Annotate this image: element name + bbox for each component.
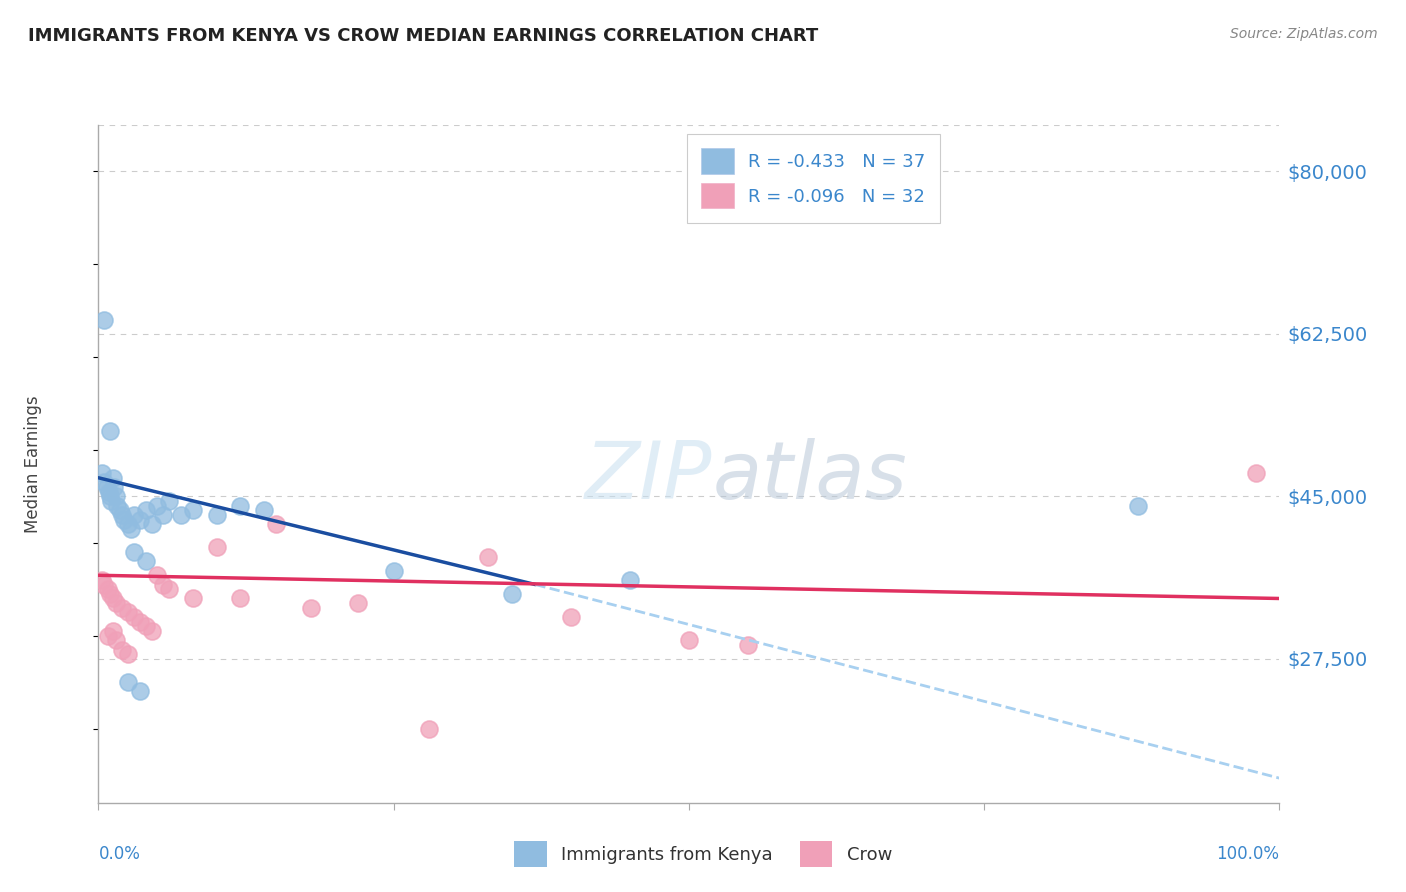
Text: IMMIGRANTS FROM KENYA VS CROW MEDIAN EARNINGS CORRELATION CHART: IMMIGRANTS FROM KENYA VS CROW MEDIAN EAR… xyxy=(28,27,818,45)
Point xyxy=(170,508,193,522)
Point xyxy=(101,591,124,606)
Point xyxy=(1126,499,1149,513)
Text: Median Earnings: Median Earnings xyxy=(24,395,42,533)
Point xyxy=(117,675,139,690)
Point xyxy=(93,577,115,591)
Point xyxy=(229,591,252,606)
Point xyxy=(93,313,115,327)
Point xyxy=(98,587,121,601)
Point xyxy=(253,503,276,517)
Point xyxy=(146,568,169,582)
Point xyxy=(135,503,157,517)
Point xyxy=(146,499,169,513)
Point xyxy=(100,494,122,508)
Point xyxy=(105,633,128,648)
Point xyxy=(117,647,139,661)
Point xyxy=(117,517,139,532)
Point xyxy=(122,610,145,624)
Text: Source: ZipAtlas.com: Source: ZipAtlas.com xyxy=(1230,27,1378,41)
Point xyxy=(418,722,440,736)
Point xyxy=(101,471,124,485)
Point xyxy=(477,549,499,564)
Point xyxy=(181,503,204,517)
Point xyxy=(347,596,370,610)
Point xyxy=(97,582,120,597)
Point xyxy=(141,624,163,638)
Point xyxy=(152,508,174,522)
Text: 0.0%: 0.0% xyxy=(98,845,141,863)
Point xyxy=(560,610,582,624)
Point xyxy=(96,480,118,494)
Point xyxy=(98,489,121,503)
Point xyxy=(121,522,143,536)
Point xyxy=(619,573,641,587)
Point xyxy=(128,615,150,629)
Point xyxy=(157,494,180,508)
Point xyxy=(101,624,124,638)
Point xyxy=(98,484,121,499)
Point xyxy=(128,684,150,698)
Point xyxy=(91,466,114,480)
Point xyxy=(135,554,157,568)
Text: atlas: atlas xyxy=(713,438,907,516)
Point xyxy=(91,573,114,587)
Point xyxy=(111,508,134,522)
Point xyxy=(111,642,134,657)
Point xyxy=(382,564,405,578)
Point xyxy=(98,425,121,439)
Point xyxy=(152,577,174,591)
Point xyxy=(205,541,228,555)
Point xyxy=(105,499,128,513)
Point xyxy=(135,619,157,633)
Point xyxy=(122,508,145,522)
Point xyxy=(105,489,128,503)
Point xyxy=(181,591,204,606)
Point xyxy=(157,582,180,597)
Point xyxy=(97,629,120,643)
Point xyxy=(117,606,139,620)
Point xyxy=(1244,466,1267,480)
Point xyxy=(112,512,135,526)
Text: ZIP: ZIP xyxy=(585,438,713,516)
Point xyxy=(111,600,134,615)
Point xyxy=(229,499,252,513)
Point xyxy=(103,480,125,494)
Point xyxy=(128,512,150,526)
Point xyxy=(678,633,700,648)
Legend: Immigrants from Kenya, Crow: Immigrants from Kenya, Crow xyxy=(506,834,900,874)
Point xyxy=(105,596,128,610)
Point xyxy=(737,638,759,652)
Text: 100.0%: 100.0% xyxy=(1216,845,1279,863)
Point xyxy=(264,517,287,532)
Point xyxy=(93,475,115,490)
Point xyxy=(501,587,523,601)
Legend: R = -0.433   N = 37, R = -0.096   N = 32: R = -0.433 N = 37, R = -0.096 N = 32 xyxy=(686,134,939,223)
Point xyxy=(299,600,322,615)
Point xyxy=(108,503,131,517)
Point xyxy=(122,545,145,559)
Point xyxy=(205,508,228,522)
Point xyxy=(141,517,163,532)
